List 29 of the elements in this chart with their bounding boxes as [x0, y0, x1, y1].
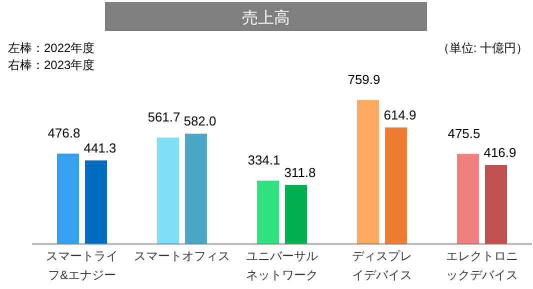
bar — [485, 165, 507, 244]
text: （単位: 十億円） — [437, 41, 528, 55]
bar — [257, 180, 279, 244]
data-label: 416.9 — [484, 145, 516, 160]
data-label: 476.8 — [48, 126, 80, 141]
data-label: 759.9 — [348, 72, 380, 87]
data-label: 334.1 — [248, 152, 280, 168]
bar — [385, 127, 407, 244]
bar — [85, 160, 107, 244]
data-label: 614.9 — [384, 107, 416, 122]
x-tick-label: スマートオフィス — [134, 249, 230, 263]
data-label: 311.8 — [284, 164, 316, 180]
bar — [57, 154, 79, 244]
text: 右棒：2023年度 — [8, 58, 95, 72]
bar — [457, 154, 479, 244]
x-tick-label: エレクトロニックデバイス — [446, 249, 518, 282]
bar — [285, 184, 307, 244]
x-tick-label: スマートライフ&エナジー — [46, 249, 118, 282]
bar — [185, 134, 207, 244]
data-label: 441.3 — [84, 140, 116, 156]
text: 左棒：2022年度 — [8, 41, 95, 55]
data-label: 475.5 — [448, 126, 480, 141]
chart-title: 売上高 — [242, 9, 290, 27]
data-label: 582.0 — [184, 114, 216, 129]
x-tick-label: ユニバーサルネットワーク — [246, 249, 318, 282]
x-tick-label: ディスプレイデバイス — [352, 249, 412, 282]
data-label: 561.7 — [148, 110, 180, 125]
bar — [357, 100, 379, 244]
bar — [157, 138, 179, 244]
